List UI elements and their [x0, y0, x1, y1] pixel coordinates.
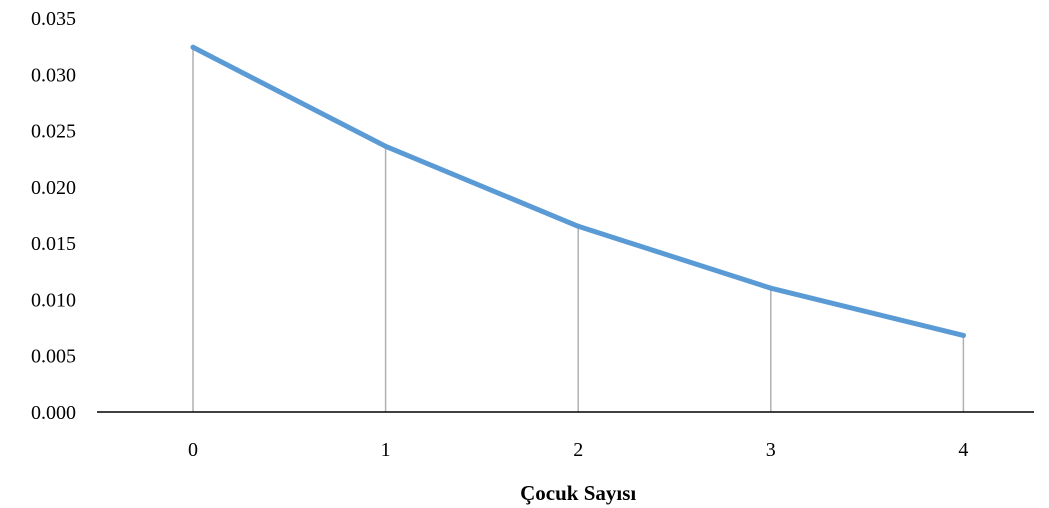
x-tick-label: 3	[766, 439, 776, 461]
y-tick-label: 0.020	[31, 177, 76, 199]
x-tick-label: 4	[958, 439, 968, 461]
y-tick-label: 0.005	[31, 346, 76, 368]
y-tick-label: 0.025	[31, 121, 76, 143]
data-point	[383, 143, 389, 149]
x-axis-title: Çocuk Sayısı	[520, 481, 636, 505]
y-tick-label: 0.015	[31, 233, 76, 255]
data-point	[190, 44, 196, 50]
x-tick-label: 1	[381, 439, 391, 461]
y-tick-label: 0.000	[31, 402, 76, 424]
x-tick-label: 0	[188, 439, 198, 461]
data-point	[960, 332, 966, 338]
drop-lines	[192, 47, 965, 412]
y-tick-label: 0.035	[31, 8, 76, 30]
data-point	[575, 223, 581, 229]
x-tick-label: 2	[573, 439, 583, 461]
y-axis-tick-labels: 0.000 0.005 0.010 0.015 0.020 0.025 0.030 0.035	[31, 8, 76, 424]
y-tick-label: 0.030	[31, 64, 76, 86]
x-axis-tick-labels: 0 1 2 3 4	[188, 439, 968, 461]
data-point	[768, 285, 774, 291]
y-tick-label: 0.010	[31, 289, 76, 311]
series-group	[190, 44, 966, 338]
